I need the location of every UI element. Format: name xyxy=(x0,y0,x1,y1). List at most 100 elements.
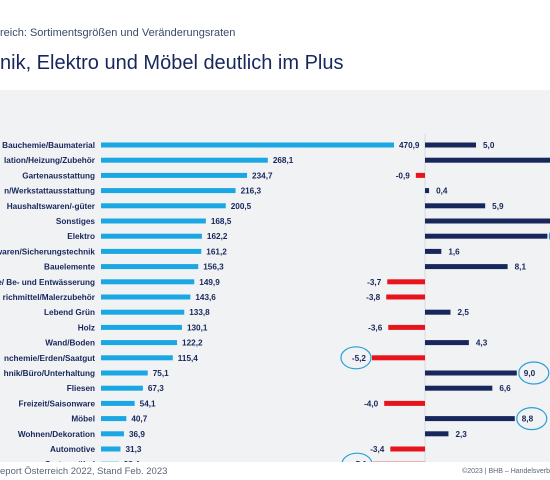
highlight-circle xyxy=(516,407,548,431)
size-value-label: 133,8 xyxy=(189,308,210,317)
change-value-label: 6,6 xyxy=(499,384,511,393)
change-value-label: 8,1 xyxy=(515,263,527,272)
change-value-label: -5,1 xyxy=(353,460,368,462)
size-value-label: 216,3 xyxy=(241,187,262,196)
size-bar xyxy=(101,248,202,254)
size-bar xyxy=(101,446,121,452)
category-label: Gartenausstattung xyxy=(22,171,95,180)
category-label: hnik/Büro/Unterhaltung xyxy=(4,369,95,378)
change-value-label: -0,9 xyxy=(396,171,411,180)
copyright-note: ©2023 | BHB – Handelsverb xyxy=(462,468,550,475)
change-bar xyxy=(388,324,425,330)
change-bar xyxy=(425,431,449,437)
plot-area: Bauchemie/Baumaterial 470,9 5,0 lation/Heiz… xyxy=(0,90,550,462)
category-label: Elektro xyxy=(67,232,95,241)
highlight-circle xyxy=(341,452,373,462)
category-label: Freizeit/Saisonware xyxy=(19,399,96,408)
size-value-label: 130,1 xyxy=(187,323,208,332)
change-value-label: -3,6 xyxy=(368,323,383,332)
size-value-label: 162,2 xyxy=(207,232,228,241)
change-value-label: -3,8 xyxy=(366,293,381,302)
change-value-label: 2,3 xyxy=(455,430,467,439)
change-bar xyxy=(425,416,515,422)
change-value-label: 2,5 xyxy=(458,308,470,317)
size-value-label: 149,9 xyxy=(199,278,220,287)
size-bar xyxy=(101,142,394,148)
size-bar xyxy=(101,416,127,422)
size-bar xyxy=(101,188,236,194)
category-label: Holz xyxy=(78,323,95,332)
highlight-circle xyxy=(548,231,550,241)
change-value-label: -3,4 xyxy=(370,445,385,454)
chart-headline: nik, Elektro und Möbel deutlich im Plus xyxy=(0,52,344,74)
size-bar xyxy=(101,324,182,330)
change-value-label: -3,7 xyxy=(367,278,382,287)
category-label: Wand/Boden xyxy=(45,339,95,348)
category-label: lation/Heizung/Zubehör xyxy=(4,156,96,165)
change-bar xyxy=(425,264,508,270)
size-bar xyxy=(101,157,268,163)
category-label: Lebend Grün xyxy=(44,308,95,317)
change-bar xyxy=(425,340,469,346)
change-value-label: -4,0 xyxy=(364,399,379,408)
size-value-label: 268,1 xyxy=(273,156,294,165)
change-bar xyxy=(386,294,425,300)
category-label: Sonstiges xyxy=(56,217,96,226)
category-label: Fliesen xyxy=(67,384,95,393)
category-label: Haushaltswaren/-güter xyxy=(7,202,96,211)
size-value-label: 122,2 xyxy=(182,339,203,348)
highlight-circle xyxy=(518,361,550,385)
size-bar xyxy=(101,279,195,285)
change-value-label: 5,0 xyxy=(483,141,495,150)
size-value-label: 143,6 xyxy=(195,293,216,302)
change-value-label: 9,0 xyxy=(524,369,536,378)
change-bar xyxy=(425,188,430,194)
change-value-label: 5,9 xyxy=(492,202,504,211)
category-label: Bauelemente xyxy=(44,263,95,272)
highlight-circle xyxy=(340,346,372,370)
source-note: eport Österreich 2022, Stand Feb. 2023 xyxy=(0,466,168,477)
size-value-label: 67,3 xyxy=(148,384,164,393)
size-value-label: 54,1 xyxy=(140,399,156,408)
size-bar xyxy=(101,203,226,209)
size-value-label: 40,7 xyxy=(131,415,147,424)
category-label: Gartenmöbel xyxy=(44,460,95,462)
chart-subtitle: reich: Sortimentsgrößen und Veränderungs… xyxy=(0,27,236,39)
bar-chart: Bauchemie/Baumaterial 470,9 5,0 lation/Heiz… xyxy=(0,134,550,462)
category-label: n/Werkstattausstattung xyxy=(4,187,95,196)
size-value-label: 168,5 xyxy=(211,217,232,226)
size-value-label: 156,3 xyxy=(203,263,224,272)
change-bar xyxy=(425,142,476,148)
change-bar xyxy=(425,385,493,391)
change-value-label: 8,8 xyxy=(522,415,534,424)
size-bar xyxy=(101,233,202,239)
category-label: Automotive xyxy=(50,445,95,454)
size-bar xyxy=(101,309,185,315)
change-value-label: 1,6 xyxy=(448,247,460,256)
size-bar xyxy=(101,355,173,361)
size-bar xyxy=(101,218,206,224)
change-value-label: 4,3 xyxy=(476,339,488,348)
size-value-label: 75,1 xyxy=(153,369,169,378)
change-bar xyxy=(390,446,425,452)
size-value-label: 161,2 xyxy=(206,247,227,256)
category-label: e/ Be- und Entwässerung xyxy=(0,278,95,287)
category-label: waren/Sicherungstechnik xyxy=(0,247,95,256)
size-value-label: 470,9 xyxy=(399,141,420,150)
size-bar xyxy=(101,400,135,406)
category-label: richmittel/Malerzubehör xyxy=(3,293,96,302)
size-value-label: 200,5 xyxy=(231,202,252,211)
change-bar xyxy=(415,172,425,178)
change-bar xyxy=(425,248,442,254)
change-bar xyxy=(425,370,517,376)
size-value-label: 31,3 xyxy=(125,445,141,454)
change-bar xyxy=(425,157,550,163)
category-label: Bauchemie/Baumaterial xyxy=(2,141,95,150)
size-bar xyxy=(101,264,199,270)
size-bar xyxy=(101,431,124,437)
change-bar xyxy=(384,400,425,406)
size-value-label: 36,9 xyxy=(129,430,145,439)
category-label: nchemie/Erden/Saatgut xyxy=(4,354,95,363)
category-label: Möbel xyxy=(71,415,95,424)
change-bar xyxy=(387,279,425,285)
